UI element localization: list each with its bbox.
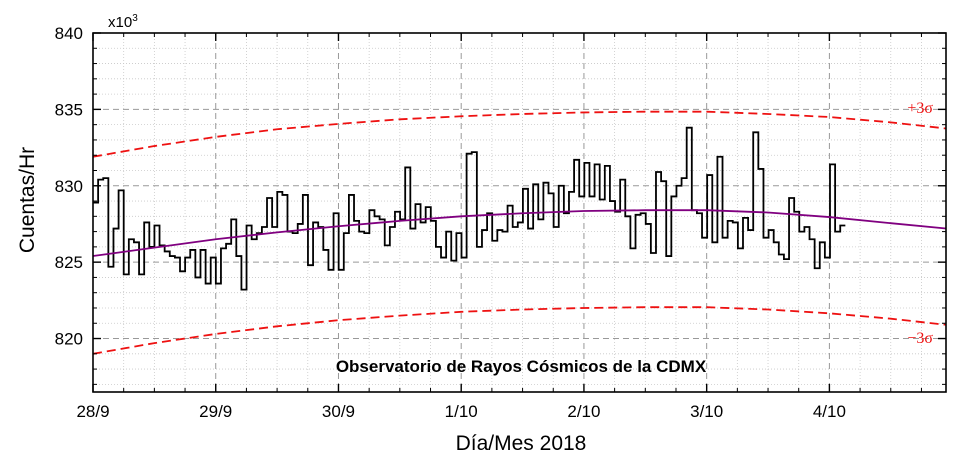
x-tick-label: 28/9 — [76, 402, 109, 421]
series-sigma-curve-2 — [92, 110, 947, 158]
series-layer — [92, 110, 947, 355]
x-tick-label: 4/10 — [813, 402, 846, 421]
y-tick-label: 825 — [55, 253, 83, 272]
x-axis-label: Día/Mes 2018 — [456, 432, 587, 455]
series-counts-line — [93, 126, 846, 291]
sigma-lower-label: −3σ — [907, 330, 933, 347]
x-tick-label: 1/10 — [445, 402, 478, 421]
x-tick-label: 30/9 — [322, 402, 355, 421]
annotation: Observatorio de Rayos Cósmicos de la CDM… — [336, 357, 707, 376]
y-axis-label: Cuentas/Hr — [16, 147, 39, 253]
y-tick-label: 840 — [55, 24, 83, 43]
plot-border — [92, 32, 947, 393]
sigma-upper-label: +3σ — [907, 100, 933, 117]
y-multiplier-exponent: 3 — [132, 13, 138, 24]
series-sigma-curve-3 — [92, 306, 947, 355]
y-tick-label: 820 — [55, 330, 83, 349]
series-fit-curve — [92, 209, 947, 257]
y-tick-label: 830 — [55, 177, 83, 196]
x-tick-label: 3/10 — [690, 402, 723, 421]
x-tick-label: 2/10 — [567, 402, 600, 421]
x-tick-label: 29/9 — [199, 402, 232, 421]
grid — [93, 33, 946, 392]
y-multiplier-label: x103 — [108, 13, 138, 31]
labels-layer: x103 Observatorio de Rayos Cósmicos de l… — [16, 13, 933, 455]
y-tick-label: 835 — [55, 100, 83, 119]
plot-frame — [92, 32, 947, 393]
